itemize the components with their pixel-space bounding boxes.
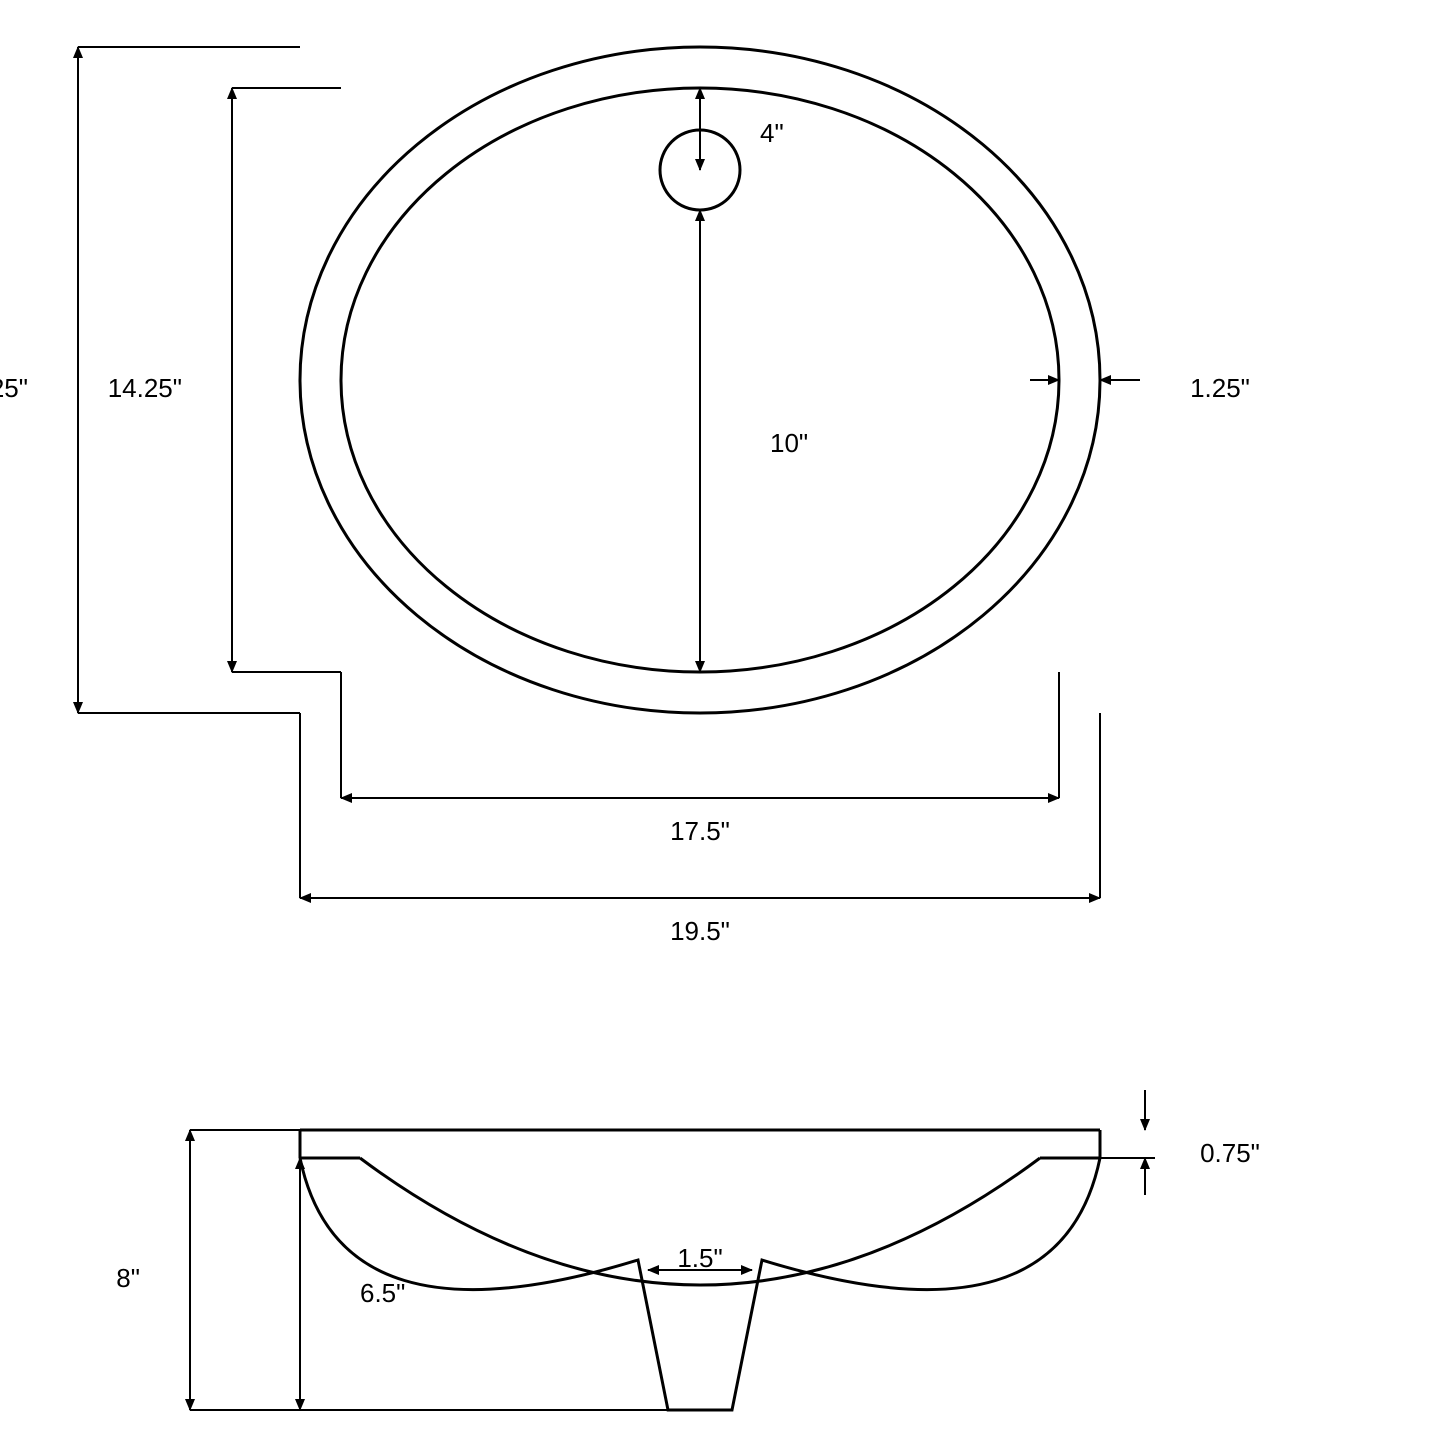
dim-outer-height: 16.25" [0, 373, 28, 403]
dim-total-height: 8" [116, 1263, 140, 1293]
dim-overflow-depth: 4" [760, 118, 784, 148]
dim-center-depth: 10" [770, 428, 808, 458]
technical-drawing: 16.25" 14.25" 17.5" 19.5" 1.25" 4" 10" 8" 6.5" 0.… [0, 0, 1445, 1445]
dim-rim-thickness-side: 0.75" [1200, 1138, 1260, 1168]
dim-inner-width: 17.5" [670, 816, 730, 846]
dim-rim-thickness: 1.25" [1190, 373, 1250, 403]
dim-bowl-depth: 6.5" [360, 1278, 405, 1308]
dim-inner-height: 14.25" [108, 373, 182, 403]
dim-drain-width: 1.5" [677, 1243, 722, 1273]
dim-outer-width: 19.5" [670, 916, 730, 946]
